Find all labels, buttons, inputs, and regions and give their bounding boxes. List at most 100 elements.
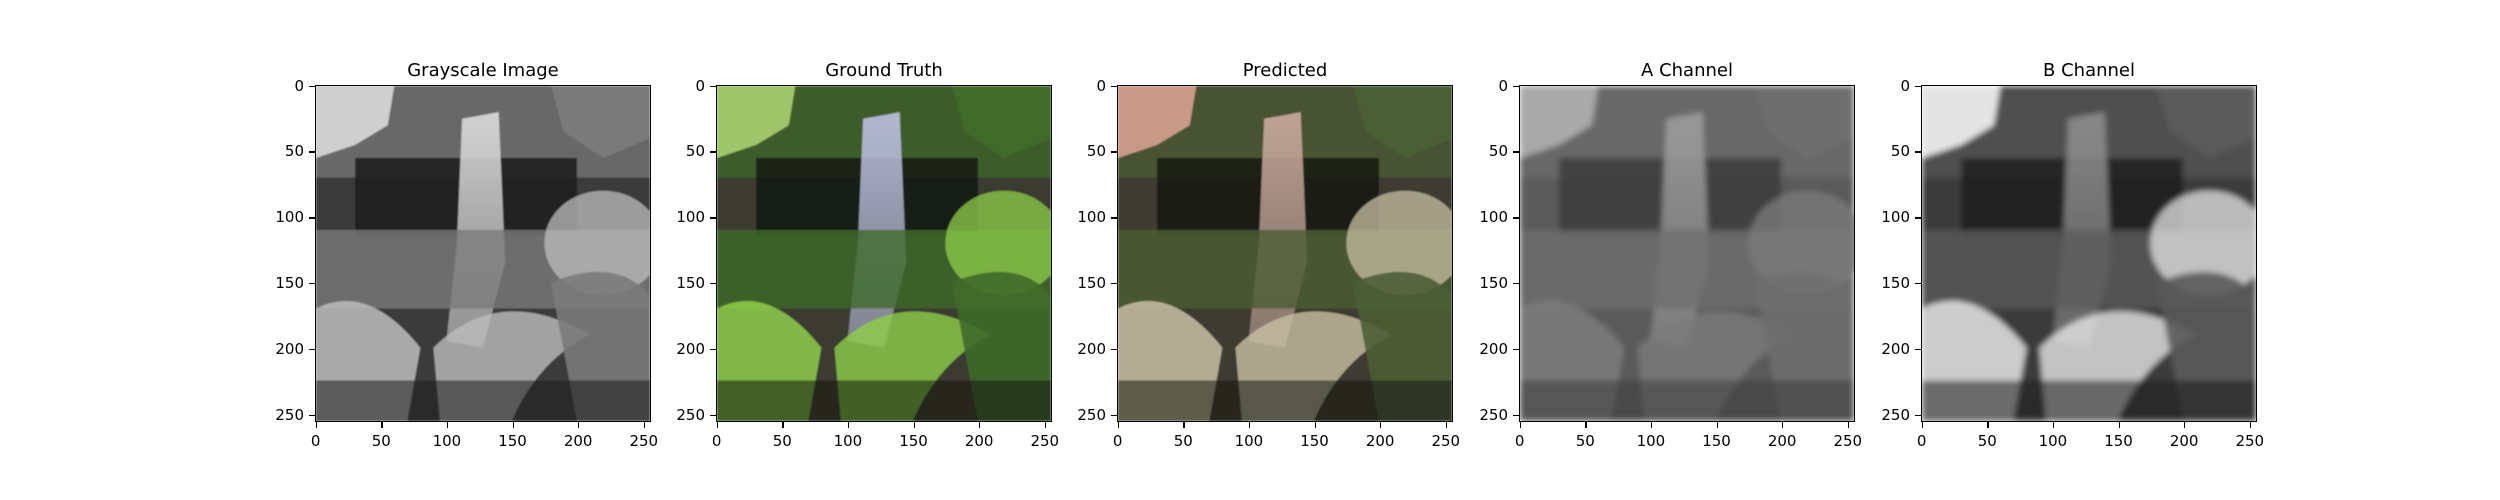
image-content [1520,86,1854,421]
x-tick-label: 0 [1916,432,1927,450]
x-tick-mark [1314,422,1316,428]
x-tick-label: 200 [563,432,593,450]
y-tick: 250 [1459,406,1519,424]
x-tick: 50 [1174,422,1193,452]
x-tick-mark [1716,422,1718,428]
panel-a-channel: A Channel 0 50 100 1 [1459,0,1899,500]
y-tick-mark [1111,348,1117,351]
image-axes [1921,85,2257,422]
y-tick-mark [1915,151,1921,153]
y-tick-mark [710,414,716,417]
x-tick: 250 [1030,422,1059,452]
x-tick: 150 [1300,422,1329,452]
x-tick-mark [716,422,718,428]
x-tick-label: 250 [2235,432,2265,450]
x-tick-mark [1987,422,1989,428]
y-tick-label: 150 [1479,274,1508,293]
x-tick: 50 [1978,422,1997,452]
x-tick-mark [1248,422,1251,428]
x-tick-label: 150 [498,432,527,450]
x-tick: 250 [2235,422,2264,452]
y-tick-label: 200 [1881,339,1910,358]
x-tick-label: 250 [1833,432,1863,450]
y-tick-label: 0 [1498,76,1508,95]
y-tick: 250 [1057,406,1117,424]
x-tick: 0 [311,422,320,452]
x-tick-mark [1847,422,1850,428]
y-tick-label: 150 [676,274,705,293]
y-tick: 150 [1459,274,1519,292]
x-tick-label: 150 [1300,432,1329,450]
y-tick-label: 250 [676,405,705,424]
x-tick-label: 200 [1365,432,1395,450]
x-tick: 150 [899,422,928,452]
x-tick-mark [913,422,915,428]
x-tick: 150 [498,422,527,452]
y-tick-mark [1915,414,1921,417]
panel-title: A Channel [1641,60,1733,81]
x-tick-mark [1117,422,1119,428]
y-tick-mark [1915,217,1921,219]
y-tick: 200 [1057,340,1117,358]
y-tick-label: 50 [1086,142,1106,161]
y-tick: 0 [1861,77,1921,95]
x-tick-mark [782,422,784,428]
y-tick-mark [1915,348,1921,351]
y-tick-label: 0 [695,76,705,95]
y-tick-mark [1513,283,1519,285]
y-tick-mark [1513,414,1519,417]
x-tick: 100 [433,422,461,452]
panel-title: Ground Truth [825,60,943,81]
x-tick-mark [578,422,580,428]
x-tick-mark [2249,422,2252,428]
y-tick-label: 100 [1479,208,1508,227]
y-tick-mark [1111,283,1117,285]
y-tick-label: 50 [284,142,304,161]
y-tick-mark [1915,85,1921,87]
x-tick-mark [643,422,646,428]
y-tick-mark [1513,151,1519,153]
x-tick-label: 50 [371,432,391,450]
y-tick-mark [309,283,315,285]
y-tick-label: 50 [1890,142,1910,161]
y-tick-label: 0 [294,76,304,95]
y-tick-label: 250 [1479,405,1508,424]
x-tick: 100 [834,422,862,452]
y-tick: 100 [656,208,716,226]
y-tick-label: 100 [676,208,705,227]
y-tick-label: 100 [275,208,304,227]
x-tick: 50 [1576,422,1595,452]
x-tick-mark [979,422,981,428]
x-tick-label: 100 [432,432,462,450]
y-tick-label: 50 [685,142,705,161]
image-axes [315,85,651,422]
y-tick-mark [1111,151,1117,153]
y-tick-mark [309,348,315,351]
y-tick-label: 0 [1096,76,1106,95]
x-tick-label: 200 [2169,432,2199,450]
x-tick: 0 [1917,422,1926,452]
image-content [1922,86,2256,421]
x-tick-label: 50 [1977,432,1997,450]
x-tick-label: 100 [2038,432,2068,450]
x-tick-mark [381,422,383,428]
x-tick-label: 250 [1431,432,1461,450]
x-tick-label: 100 [833,432,863,450]
y-tick-label: 200 [1479,339,1508,358]
x-tick-label: 0 [1112,432,1123,450]
y-tick-mark [710,85,716,87]
x-tick-label: 50 [1173,432,1193,450]
x-tick: 250 [1431,422,1460,452]
image-axes [716,85,1052,422]
x-tick-mark [1519,422,1521,428]
x-tick-label: 200 [964,432,994,450]
y-tick-label: 250 [1077,405,1106,424]
x-tick: 200 [564,422,592,452]
y-tick-mark [1915,283,1921,285]
image-content [1118,86,1452,421]
x-tick-mark [512,422,514,428]
image-axes [1117,85,1453,422]
x-tick-mark [1650,422,1653,428]
image-content [316,86,650,421]
